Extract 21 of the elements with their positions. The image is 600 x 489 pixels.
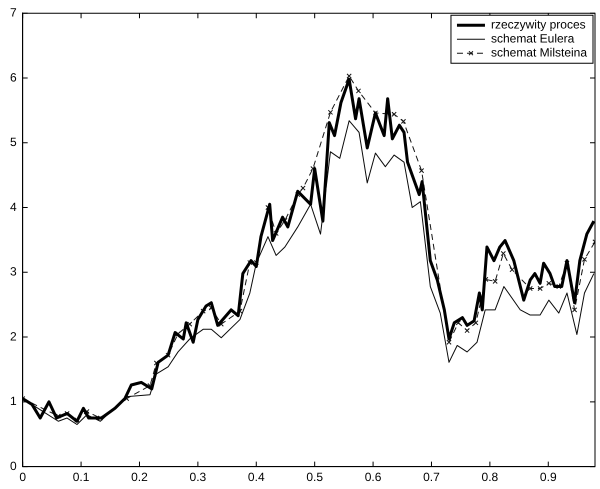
y-tick-label: 7 bbox=[10, 6, 17, 20]
x-tick-label: 0.9 bbox=[540, 470, 557, 484]
x-tick-label: 0.1 bbox=[72, 470, 90, 484]
x-tick-label: 0.6 bbox=[364, 470, 382, 484]
y-tick-label: 0 bbox=[10, 458, 17, 473]
y-tick-label: 1 bbox=[10, 394, 17, 408]
x-tick-label: 0.7 bbox=[423, 470, 440, 484]
x-tick-label: 0.8 bbox=[482, 470, 499, 484]
x-tick-label: 0.2 bbox=[131, 470, 148, 484]
legend-label: schemat Eulera bbox=[490, 32, 575, 46]
legend-label: rzeczywity proces bbox=[490, 18, 586, 32]
x-tick-label: 0.4 bbox=[248, 470, 265, 484]
legend-label: schemat Milsteina bbox=[490, 46, 588, 60]
y-tick-label: 2 bbox=[10, 329, 17, 344]
y-tick-label: 6 bbox=[10, 70, 17, 84]
y-tick-label: 5 bbox=[10, 135, 17, 150]
x-tick-label: 0.5 bbox=[306, 470, 324, 484]
x-tick-label: 0.3 bbox=[190, 470, 207, 484]
x-tick-label: 0 bbox=[19, 470, 26, 484]
y-tick-label: 4 bbox=[10, 200, 17, 214]
y-tick-label: 3 bbox=[10, 264, 17, 279]
